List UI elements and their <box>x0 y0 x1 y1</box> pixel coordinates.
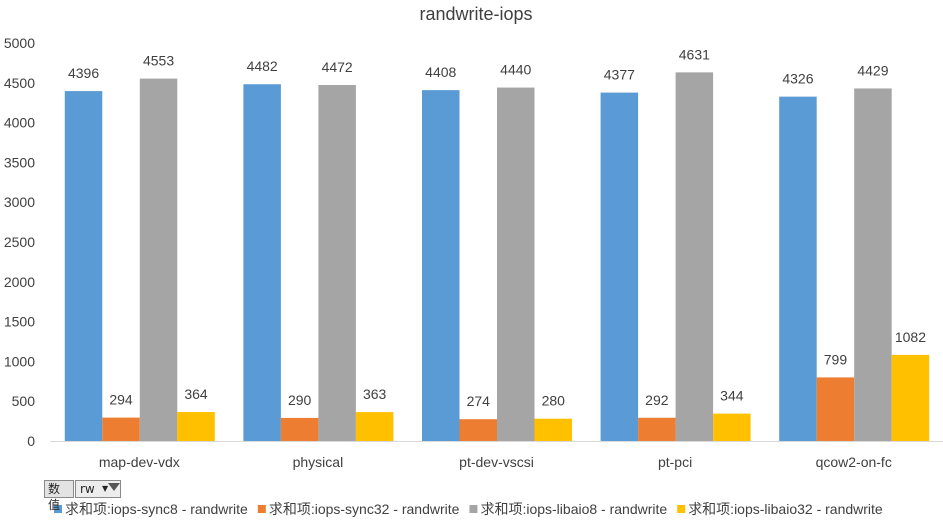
y-tick-label: 2000 <box>4 274 35 290</box>
legend-swatch <box>257 505 266 513</box>
legend-swatch <box>677 505 686 513</box>
bar <box>713 413 751 441</box>
legend[interactable]: 求和项:iops-sync8 - randwrite 求和项:iops-sync3… <box>54 501 883 517</box>
y-tick-label: 4500 <box>4 75 35 91</box>
data-label: 4326 <box>782 71 813 87</box>
y-tick-label: 5000 <box>4 35 35 51</box>
filter-icon <box>108 483 120 491</box>
x-tick-label: pt-pci <box>658 454 692 470</box>
legend-swatch <box>469 505 478 513</box>
y-tick-label: 3000 <box>4 194 35 210</box>
legend-item[interactable]: 求和项:iops-libaio32 - randwrite <box>677 501 883 517</box>
data-label: 280 <box>542 393 566 409</box>
legend-label: 求和项:iops-libaio8 - randwrite <box>480 501 667 517</box>
y-tick-label: 2500 <box>4 234 35 250</box>
data-label: 4408 <box>425 64 456 80</box>
data-label: 294 <box>109 392 133 408</box>
data-label: 1082 <box>895 329 926 345</box>
x-axis: map-dev-vdx physical pt-dev-vscsi pt-pci qco… <box>99 454 892 470</box>
y-tick-label: 1000 <box>4 353 35 369</box>
legend-swatch <box>54 505 62 513</box>
legend-label: 求和项:iops-libaio32 - randwrite <box>688 501 883 517</box>
bar <box>102 417 140 441</box>
y-tick-label: 1500 <box>4 314 35 330</box>
bar <box>422 90 460 441</box>
bar <box>64 91 103 441</box>
bar <box>459 419 497 441</box>
bar <box>318 85 356 441</box>
data-label: 290 <box>288 392 312 408</box>
bar <box>497 87 535 442</box>
data-label: 364 <box>184 386 208 402</box>
y-tick-label: 0 <box>27 433 35 449</box>
bar <box>280 417 319 441</box>
x-tick-label: map-dev-vdx <box>99 454 180 470</box>
data-label: 4553 <box>143 53 174 69</box>
x-tick-label: pt-dev-vscsi <box>459 454 534 470</box>
bar <box>600 92 639 442</box>
x-tick-label: qcow2-on-fc <box>816 454 892 470</box>
bar <box>854 88 892 441</box>
data-label: 274 <box>467 393 491 409</box>
data-label: 4396 <box>68 65 99 81</box>
legend-label: 求和项:iops-sync8 - randwrite <box>65 501 248 517</box>
data-label: 799 <box>824 351 848 367</box>
y-tick-label: 500 <box>12 393 36 409</box>
y-axis: 0 500 1000 1500 2000 2500 3000 3500 4000 4500 5000 <box>4 35 35 449</box>
data-label: 363 <box>363 386 387 402</box>
x-tick-label: physical <box>293 454 344 470</box>
values-field-label: 数值 <box>48 482 61 512</box>
data-label: 4440 <box>500 62 531 78</box>
bar <box>243 84 281 442</box>
data-label: 4482 <box>247 58 278 74</box>
data-label: 344 <box>720 388 744 404</box>
data-label: 292 <box>645 392 669 408</box>
y-tick-label: 3500 <box>4 154 35 170</box>
bar <box>534 418 572 441</box>
data-label: 4429 <box>857 62 888 78</box>
rw-field-filter-button[interactable]: rw ▼ <box>75 480 121 498</box>
y-tick-label: 4000 <box>4 115 35 131</box>
data-label: 4631 <box>679 46 710 62</box>
bar <box>355 412 394 441</box>
data-label: 4472 <box>322 59 353 75</box>
legend-item[interactable]: 求和项:iops-libaio8 - randwrite <box>469 501 667 517</box>
values-field-button[interactable]: 数值 <box>44 480 74 512</box>
legend-label: 求和项:iops-sync32 - randwrite <box>269 501 460 517</box>
chart-title: randwrite-iops <box>419 4 532 24</box>
bar <box>891 354 930 441</box>
rw-field-label: rw <box>80 482 95 496</box>
bar <box>779 96 817 442</box>
data-labels: 4396 294 4553 364 4482 290 4472 363 4408 274 4440 2… <box>68 46 926 409</box>
bar <box>638 417 676 441</box>
dropdown-arrow-icon[interactable]: ▼ <box>102 484 109 493</box>
legend-item[interactable]: 求和项:iops-sync8 - randwrite <box>54 501 248 517</box>
data-label: 4377 <box>604 67 635 83</box>
bar <box>139 78 178 441</box>
bars <box>64 72 930 442</box>
legend-item[interactable]: 求和项:iops-sync32 - randwrite <box>257 501 460 517</box>
bar <box>177 412 215 441</box>
bar <box>675 72 714 441</box>
bar <box>816 377 855 441</box>
